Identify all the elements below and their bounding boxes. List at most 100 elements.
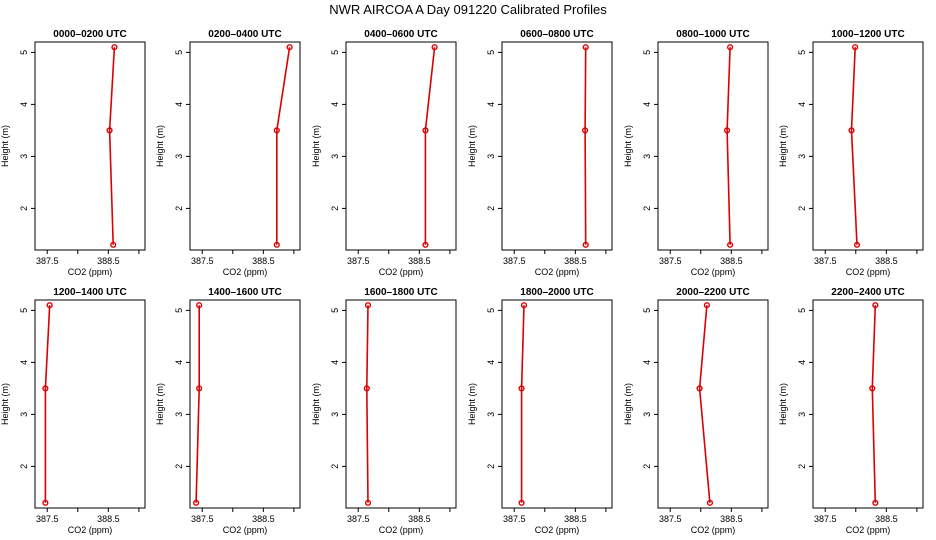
profile-line	[584, 47, 587, 245]
y-axis-label: Height (m)	[311, 125, 321, 167]
x-tick-label: 388.5	[252, 514, 275, 524]
x-axis-label: CO2 (ppm)	[68, 525, 113, 535]
data-point	[703, 302, 710, 309]
data-point	[723, 127, 731, 134]
y-tick-label: 5	[174, 308, 184, 313]
x-tick-label: 387.5	[36, 256, 59, 266]
y-tick-label: 2	[797, 464, 807, 469]
panel-title: 1600–1800 UTC	[364, 287, 437, 298]
panel-2: 0200–0400 UTC 2 3 4 5 Height (m) 387.5 388.5CO2…	[155, 29, 301, 277]
data-point	[46, 302, 53, 309]
data-point	[853, 241, 861, 248]
x-tick-label: 388.5	[875, 256, 898, 266]
x-tick-label: 387.5	[191, 256, 214, 266]
data-point	[582, 127, 589, 134]
profile-line	[195, 305, 200, 503]
panel-title: 1000–1200 UTC	[831, 29, 904, 40]
y-tick-label: 3	[174, 412, 184, 417]
profile-line	[108, 47, 116, 245]
x-tick-label: 388.5	[97, 256, 120, 266]
y-tick-label: 2	[19, 464, 29, 469]
y-tick-label: 5	[642, 308, 652, 313]
y-tick-label: 5	[486, 50, 496, 55]
y-axis-label: Height (m)	[467, 383, 477, 425]
y-tick-label: 3	[174, 154, 184, 159]
y-tick-label: 4	[174, 102, 184, 107]
y-tick-label: 4	[642, 102, 652, 107]
x-tick-label: 387.5	[347, 514, 370, 524]
x-tick-label: 387.5	[191, 514, 214, 524]
y-tick-label: 3	[330, 412, 340, 417]
plot-frame	[501, 299, 613, 509]
data-point	[869, 385, 876, 392]
panel-8: 1400–1600 UTC 2 3 4 5 Height (m) 387.5 388.5CO2…	[155, 287, 301, 535]
x-tick-label: 387.5	[347, 256, 370, 266]
data-point	[872, 302, 879, 309]
panel-10: 1800–2000 UTC 2 3 4 5 Height (m) 387.5 388.5CO2…	[467, 287, 613, 535]
y-tick-label: 4	[330, 360, 340, 365]
data-point	[106, 127, 113, 134]
x-axis-label: CO2 (ppm)	[691, 525, 736, 535]
data-point	[196, 302, 203, 309]
profile-line	[850, 47, 858, 245]
data-point	[110, 241, 117, 248]
x-tick-label: 387.5	[659, 514, 682, 524]
y-tick-label: 4	[330, 102, 340, 107]
x-tick-label: 388.5	[564, 514, 587, 524]
y-tick-label: 3	[19, 154, 29, 159]
y-tick-label: 4	[642, 360, 652, 365]
x-tick-label: 387.5	[814, 514, 837, 524]
figure-title: NWR AIRCOA A Day 091220 Calibrated Profi…	[329, 2, 607, 17]
x-tick-label: 388.5	[564, 256, 587, 266]
data-point	[520, 302, 528, 309]
x-tick-label: 388.5	[720, 256, 743, 266]
y-tick-label: 2	[797, 206, 807, 211]
y-tick-label: 2	[642, 464, 652, 469]
plot-frame	[345, 299, 457, 509]
profile-line	[520, 305, 525, 503]
y-tick-label: 5	[19, 308, 29, 313]
y-tick-label: 5	[19, 50, 29, 55]
panel-title: 0200–0400 UTC	[208, 29, 281, 40]
y-axis-label: Height (m)	[0, 383, 10, 425]
y-tick-label: 3	[330, 154, 340, 159]
y-tick-label: 2	[330, 206, 340, 211]
x-tick-label: 387.5	[503, 256, 526, 266]
plot-frame	[657, 41, 769, 251]
data-point	[582, 44, 589, 51]
y-tick-label: 4	[19, 102, 29, 107]
data-point	[706, 499, 714, 506]
data-point	[273, 127, 280, 134]
data-point	[364, 302, 372, 309]
data-point	[852, 44, 859, 51]
panel-6: 1000–1200 UTC 2 3 4 5 Height (m) 387.5 388.5CO2…	[778, 29, 924, 277]
y-axis-label: Height (m)	[311, 383, 321, 425]
plot-frame	[812, 41, 924, 251]
x-tick-label: 388.5	[408, 514, 431, 524]
panel-9: 1600–1800 UTC 2 3 4 5 Height (m) 387.5 388.5CO2…	[311, 287, 457, 535]
data-point	[273, 241, 280, 248]
panel-7: 1200–1400 UTC 2 3 4 5 Height (m) 387.5 388.5CO2…	[0, 287, 146, 535]
y-tick-label: 4	[797, 360, 807, 365]
y-tick-label: 5	[642, 50, 652, 55]
x-axis-label: CO2 (ppm)	[379, 267, 424, 277]
y-tick-label: 5	[797, 308, 807, 313]
y-axis-label: Height (m)	[467, 125, 477, 167]
y-tick-label: 2	[19, 206, 29, 211]
x-tick-label: 387.5	[503, 514, 526, 524]
y-tick-label: 3	[486, 412, 496, 417]
y-axis-label: Height (m)	[623, 125, 633, 167]
y-axis-label: Height (m)	[0, 125, 10, 167]
profile-line	[44, 305, 51, 503]
data-point	[42, 385, 49, 392]
y-tick-label: 2	[330, 464, 340, 469]
data-point	[582, 241, 589, 248]
profile-line	[365, 305, 369, 503]
x-tick-label: 388.5	[408, 256, 431, 266]
y-tick-label: 5	[797, 50, 807, 55]
data-point	[364, 499, 372, 506]
x-axis-label: CO2 (ppm)	[535, 267, 580, 277]
panel-5: 0800–1000 UTC 2 3 4 5 Height (m) 387.5 388.5CO2…	[623, 29, 769, 277]
